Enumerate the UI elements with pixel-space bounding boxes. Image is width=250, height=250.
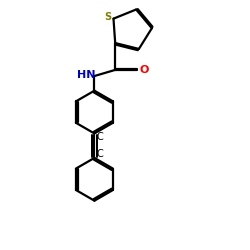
Text: S: S (104, 12, 111, 22)
Text: HN: HN (77, 70, 96, 80)
Text: C: C (96, 132, 103, 142)
Text: C: C (96, 149, 103, 159)
Text: O: O (139, 65, 148, 75)
